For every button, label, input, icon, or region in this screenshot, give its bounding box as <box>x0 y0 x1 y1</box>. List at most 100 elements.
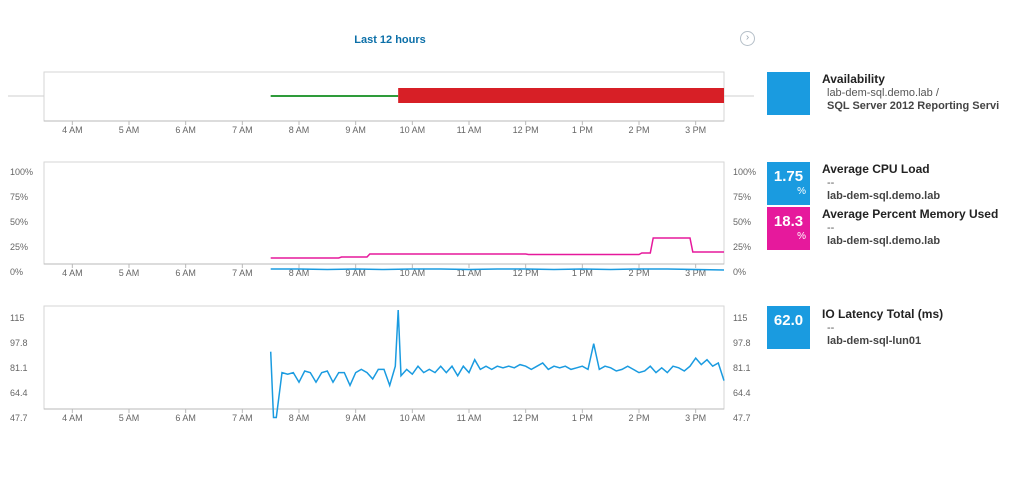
y-tick-label: 97.8 <box>733 338 751 348</box>
x-tick-label: 9 AM <box>345 125 366 135</box>
y-tick-label: 64.4 <box>10 388 28 398</box>
x-tick-label: 8 AM <box>289 125 310 135</box>
y-tick-label: 47.7 <box>733 413 751 423</box>
x-tick-label: 12 PM <box>513 125 539 135</box>
x-tick-label: 2 PM <box>628 268 649 278</box>
cpu-legend: Average CPU Load -- lab-dem-sql.demo.lab <box>822 162 1022 202</box>
io-value: 62.0 <box>773 312 804 329</box>
x-tick-label: 7 AM <box>232 413 253 423</box>
x-tick-label: 8 AM <box>289 413 310 423</box>
y-tick-label: 75% <box>10 192 28 202</box>
x-tick-label: 3 PM <box>685 413 706 423</box>
cpu-title: Average CPU Load <box>822 162 930 176</box>
io-value-tile[interactable]: 62.0 <box>767 306 810 349</box>
x-tick-label: 1 PM <box>572 413 593 423</box>
cpu-unit: % <box>797 186 806 197</box>
x-tick-label: 10 AM <box>400 125 426 135</box>
x-tick-label: 3 PM <box>685 268 706 278</box>
y-tick-label: 100% <box>733 167 756 177</box>
x-tick-label: 1 PM <box>572 125 593 135</box>
cpu-node[interactable]: lab-dem-sql.demo.lab <box>827 190 941 202</box>
availability-legend: Availability lab-dem-sql.demo.lab / SQL … <box>822 72 1022 112</box>
io-plot-area <box>43 305 725 410</box>
io-dash: -- <box>827 322 835 334</box>
x-tick-label: 7 AM <box>232 268 253 278</box>
x-tick-label: 5 AM <box>119 125 140 135</box>
x-tick-label: 7 AM <box>232 125 253 135</box>
y-tick-label: 115 <box>10 313 24 323</box>
io-node[interactable]: lab-dem-sql-lun01 <box>827 335 922 347</box>
cpu-memory-plot-area <box>43 161 725 265</box>
x-tick-label: 4 AM <box>62 125 83 135</box>
y-tick-label: 64.4 <box>733 388 751 398</box>
availability-title: Availability <box>822 72 885 86</box>
cpu-memory-chart: 100% 75% 50% 25% 0% 100% 75% 50% 25% 0% 4 AM 5 AM… <box>10 161 756 278</box>
availability-chart: 4 AM 5 AM 6 AM 7 AM 8 AM 9 AM 10 AM 11 AM 12 PM 1… <box>8 71 754 135</box>
cpu-dash: -- <box>827 177 835 189</box>
cpu-load-series <box>270 268 725 271</box>
x-tick-label: 4 AM <box>62 268 83 278</box>
io-title: IO Latency Total (ms) <box>822 307 944 321</box>
x-tick-label: 5 AM <box>119 268 140 278</box>
y-tick-label: 25% <box>733 242 751 252</box>
memory-node[interactable]: lab-dem-sql.demo.lab <box>827 235 941 247</box>
cpu-value: 1.75 <box>773 168 804 185</box>
memory-value-tile[interactable]: 18.3 % <box>767 207 810 250</box>
y-tick-label: 75% <box>733 192 751 202</box>
y-tick-label: 50% <box>10 217 28 227</box>
io-x-axis: 4 AM 5 AM 6 AM 7 AM 8 AM 9 AM 10 AM 11 AM 12 PM 1… <box>62 409 706 423</box>
io-y-axis-left: 115 97.8 81.1 64.4 47.7 <box>10 313 28 423</box>
x-tick-label: 9 AM <box>345 268 366 278</box>
y-tick-label: 81.1 <box>10 363 28 373</box>
x-tick-label: 4 AM <box>62 413 83 423</box>
chevron-right-icon[interactable]: › <box>740 31 755 46</box>
x-tick-label: 8 AM <box>289 268 310 278</box>
memory-value: 18.3 <box>773 213 804 230</box>
x-tick-label: 10 AM <box>400 413 426 423</box>
x-tick-label: 12 PM <box>513 268 539 278</box>
io-legend: IO Latency Total (ms) -- lab-dem-sql-lun… <box>822 307 1022 347</box>
y-tick-label: 100% <box>10 167 33 177</box>
x-tick-label: 5 AM <box>119 413 140 423</box>
y-tick-label: 97.8 <box>10 338 28 348</box>
x-tick-label: 6 AM <box>175 125 196 135</box>
x-tick-label: 6 AM <box>175 413 196 423</box>
y-tick-label: 50% <box>733 217 751 227</box>
y-tick-label: 47.7 <box>10 413 28 423</box>
availability-bars <box>270 88 724 103</box>
availability-component[interactable]: SQL Server 2012 Reporting Servi <box>827 100 1000 112</box>
x-tick-label: 9 AM <box>345 413 366 423</box>
io-latency-series <box>269 309 725 419</box>
availability-up-segment[interactable] <box>270 95 399 97</box>
x-tick-label: 1 PM <box>572 268 593 278</box>
availability-down-segment[interactable] <box>398 88 724 103</box>
memory-dash: -- <box>827 222 835 234</box>
y-tick-label: 0% <box>10 267 23 277</box>
x-tick-label: 11 AM <box>457 413 482 423</box>
memory-used-series <box>270 237 724 259</box>
y-tick-label: 81.1 <box>733 363 751 373</box>
cpu-value-tile[interactable]: 1.75 % <box>767 162 810 205</box>
x-tick-label: 2 PM <box>628 125 649 135</box>
x-tick-label: 11 AM <box>457 268 482 278</box>
time-range-title[interactable]: Last 12 hours <box>354 34 426 46</box>
x-tick-label: 11 AM <box>457 125 482 135</box>
cpu-memory-y-axis-right: 100% 75% 50% 25% 0% <box>733 167 756 277</box>
availability-status-tile[interactable] <box>767 72 810 115</box>
memory-title: Average Percent Memory Used <box>822 207 999 221</box>
y-tick-label: 25% <box>10 242 28 252</box>
availability-x-axis: 4 AM 5 AM 6 AM 7 AM 8 AM 9 AM 10 AM 11 AM 12 PM 1… <box>62 121 706 135</box>
x-tick-label: 3 PM <box>685 125 706 135</box>
memory-legend: Average Percent Memory Used -- lab-dem-s… <box>822 207 1022 247</box>
cpu-memory-y-axis-left: 100% 75% 50% 25% 0% <box>10 167 33 277</box>
io-y-axis-right: 115 97.8 81.1 64.4 47.7 <box>733 313 751 423</box>
availability-node[interactable]: lab-dem-sql.demo.lab / <box>827 87 939 99</box>
x-tick-label: 6 AM <box>175 268 196 278</box>
cpu-memory-x-axis: 4 AM 5 AM 6 AM 7 AM 8 AM 9 AM 10 AM 11 AM 12 PM 1… <box>62 264 706 278</box>
x-tick-label: 10 AM <box>400 268 426 278</box>
memory-unit: % <box>797 231 806 242</box>
y-tick-label: 0% <box>733 267 746 277</box>
